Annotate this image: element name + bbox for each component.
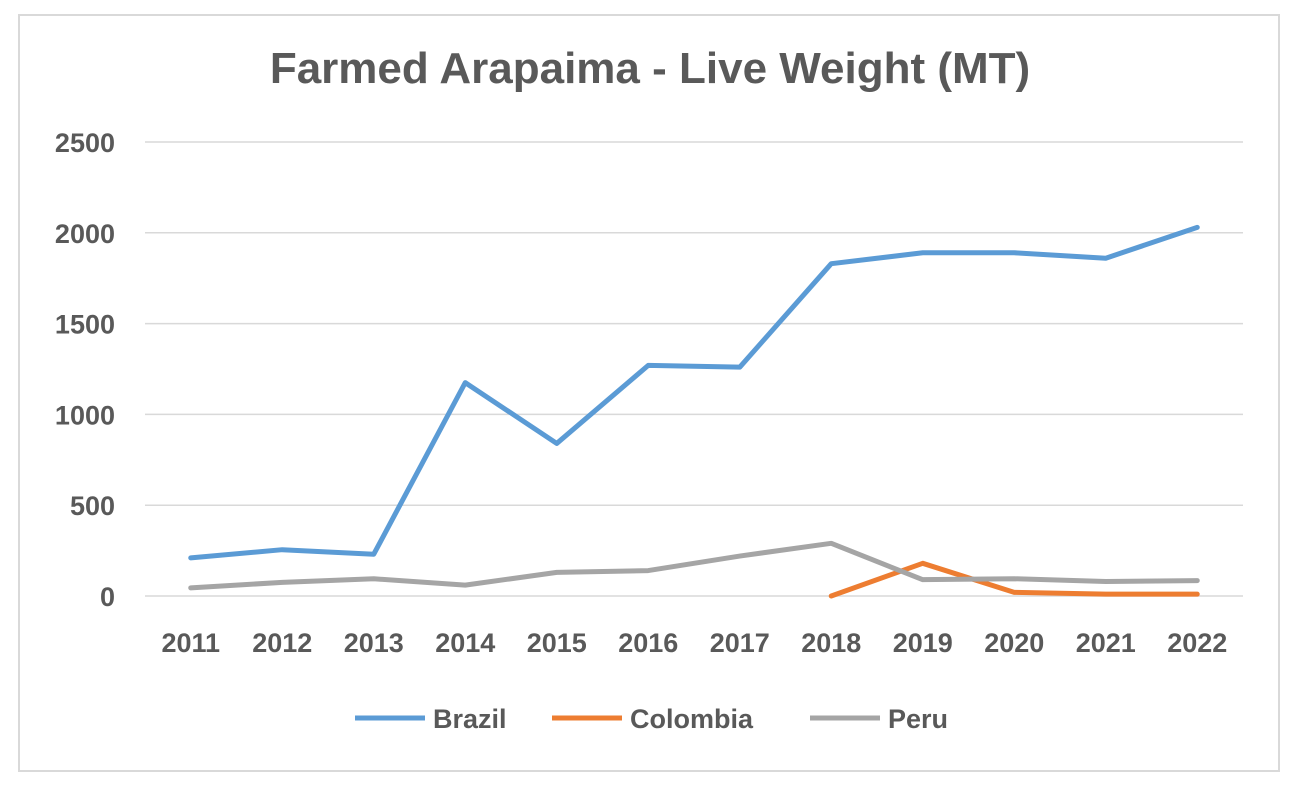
x-tick-label: 2019 [893,628,953,658]
x-tick-label: 2022 [1167,628,1227,658]
legend-label-colombia: Colombia [630,704,754,734]
x-tick-label: 2012 [252,628,312,658]
y-tick-label: 1000 [55,400,115,430]
chart-frame [18,14,1280,772]
x-tick-label: 2020 [984,628,1044,658]
x-tick-label: 2014 [435,628,495,658]
y-tick-label: 1500 [55,310,115,340]
x-tick-label: 2017 [710,628,770,658]
y-tick-label: 2000 [55,219,115,249]
x-tick-label: 2011 [161,628,220,658]
legend-label-peru: Peru [888,704,948,734]
series-line-peru [188,540,1200,591]
y-tick-label: 2500 [55,128,115,158]
x-tick-label: 2013 [344,628,404,658]
x-tick-label: 2021 [1076,628,1136,658]
x-tick-label: 2016 [618,628,678,658]
legend-label-brazil: Brazil [433,704,507,734]
x-tick-label: 2015 [527,628,587,658]
y-tick-label: 500 [70,491,115,521]
x-tick-label: 2018 [801,628,861,658]
chart-title: Farmed Arapaima - Live Weight (MT) [269,44,1031,93]
y-tick-label: 0 [100,582,115,612]
series-line-brazil [188,224,1200,561]
